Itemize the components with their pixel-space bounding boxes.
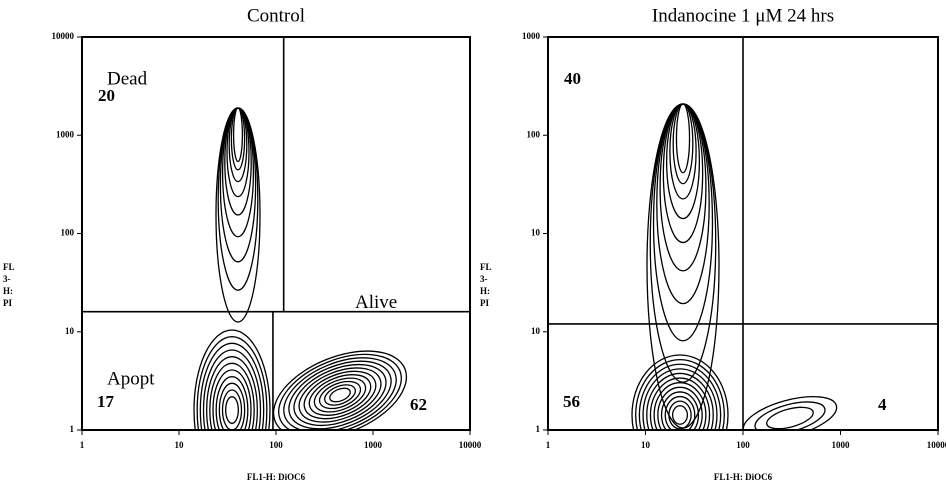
y-tick-label: 10 [531, 326, 541, 336]
contour [659, 103, 707, 272]
contour [313, 377, 367, 413]
y-axis-label: FL [3, 262, 15, 272]
x-tick-label: 10000 [459, 440, 482, 450]
contour [766, 406, 814, 430]
contour [221, 389, 243, 430]
contour [642, 368, 718, 430]
y-axis-label: FL [480, 262, 492, 272]
contour [215, 376, 249, 430]
contour [657, 386, 703, 430]
y-axis-label: H: [3, 286, 13, 296]
contour [635, 358, 725, 430]
contour [742, 395, 838, 430]
y-tick-label: 100 [61, 228, 75, 238]
contour [653, 382, 707, 430]
contour [199, 342, 265, 430]
x-tick-label: 10 [175, 440, 185, 450]
contour [671, 405, 689, 425]
contour [218, 382, 246, 430]
y-tick-label: 10 [65, 326, 75, 336]
contour [646, 372, 714, 430]
contour [308, 374, 372, 416]
y-axis-label: 3- [3, 274, 11, 284]
contour [649, 377, 711, 430]
x-tick-label: 10000 [927, 440, 946, 450]
x-tick-label: 100 [736, 440, 750, 450]
contour [226, 107, 250, 198]
contour [298, 367, 382, 423]
quadrant-value: 20 [98, 86, 115, 105]
contour [631, 354, 729, 430]
y-axis-label: 3- [480, 274, 488, 284]
contour [318, 380, 362, 410]
contours [193, 107, 408, 430]
quadrant-label: Alive [355, 292, 397, 313]
contour [225, 396, 239, 424]
x-tick-label: 1 [80, 440, 85, 450]
x-tick-label: 1000 [364, 440, 383, 450]
x-axis-label: FL1-H: DiOC6 [247, 472, 306, 482]
contour [206, 356, 258, 430]
contour [665, 103, 701, 220]
contours [631, 103, 838, 430]
y-tick-label: 1000 [522, 31, 541, 41]
contour [329, 387, 351, 403]
quadrant-value: 40 [564, 69, 581, 88]
x-tick-label: 1 [546, 440, 551, 450]
contour [324, 384, 356, 406]
y-tick-label: 1 [70, 424, 75, 434]
contour [232, 107, 244, 163]
chart-title: Indanocine 1 μM 24 hrs [652, 5, 834, 26]
quadrant-value: 56 [563, 392, 580, 411]
y-tick-label: 1 [536, 424, 541, 434]
y-axis-label: H: [480, 286, 490, 296]
contour [272, 350, 408, 430]
contour [664, 395, 696, 430]
quadrant-value: 62 [410, 395, 427, 414]
y-tick-label: 100 [527, 129, 541, 139]
y-tick-label: 1000 [56, 129, 75, 139]
contour [193, 329, 271, 430]
y-axis-label: PI [480, 298, 489, 308]
contour [202, 349, 262, 430]
contour [293, 363, 387, 427]
quadrant-label: Dead [107, 68, 148, 89]
y-axis-label: PI [3, 298, 12, 308]
y-tick-label: 10000 [52, 31, 75, 41]
contour [212, 369, 252, 430]
contour [196, 336, 268, 430]
contour [660, 391, 700, 430]
quadrant-value: 17 [97, 392, 115, 411]
contour [754, 401, 826, 430]
y-tick-label: 10 [531, 228, 541, 238]
contour [283, 357, 397, 430]
x-tick-label: 1000 [832, 440, 851, 450]
contour [303, 370, 377, 420]
chart-title: Control [247, 5, 305, 26]
contour [668, 400, 692, 430]
contour [288, 360, 392, 430]
contour [209, 362, 255, 430]
quadrant-value: 4 [878, 395, 887, 414]
x-axis-label: FL1-H: DiOC6 [714, 472, 773, 482]
contour [675, 103, 691, 174]
contour [278, 353, 402, 430]
x-tick-label: 100 [269, 440, 283, 450]
quadrant-label: Apopt [107, 368, 155, 389]
x-tick-label: 10 [641, 440, 651, 450]
contour [638, 363, 722, 430]
